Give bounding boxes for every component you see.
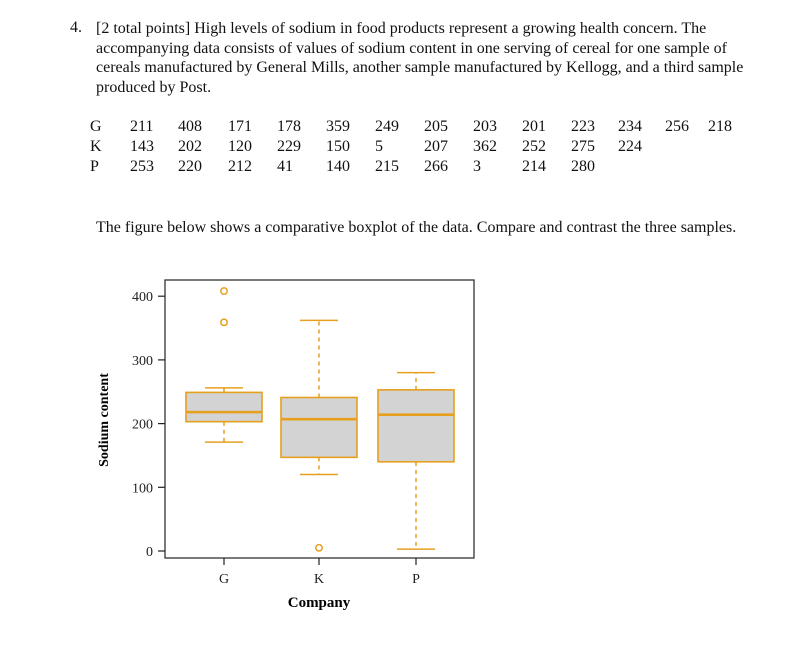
data-cell: 3 <box>473 158 481 175</box>
data-cell: 171 <box>228 118 252 135</box>
data-cell: 280 <box>571 158 595 175</box>
data-cell: 211 <box>130 118 154 135</box>
data-cell: 362 <box>473 138 497 155</box>
outlier-point <box>315 543 323 552</box>
data-cell: 224 <box>618 138 642 155</box>
row-label: K <box>90 138 102 155</box>
data-cell: 202 <box>178 138 202 155</box>
data-cell: 150 <box>326 138 350 155</box>
box-P <box>377 371 455 550</box>
outlier-point <box>220 318 228 327</box>
box-G <box>185 287 263 443</box>
data-cell: 229 <box>277 138 301 155</box>
data-cell: 178 <box>277 118 301 135</box>
data-cell: 205 <box>424 118 448 135</box>
data-cell: 252 <box>522 138 546 155</box>
data-cell: 234 <box>618 118 642 135</box>
x-tick-label: P <box>412 572 420 587</box>
question-number: 4. <box>70 19 82 36</box>
plot-border <box>164 279 475 559</box>
x-tick-label: K <box>314 572 324 587</box>
data-cell: 223 <box>571 118 595 135</box>
data-cell: 143 <box>130 138 154 155</box>
y-tick-label: 100 <box>132 481 153 496</box>
data-cell: 5 <box>375 138 383 155</box>
x-axis-label: Company <box>288 595 351 611</box>
outlier-point <box>220 287 228 296</box>
data-cell: 215 <box>375 158 399 175</box>
row-label: P <box>90 158 99 175</box>
data-cell: 140 <box>326 158 350 175</box>
y-tick-label: 300 <box>132 354 153 369</box>
row-label: G <box>90 118 102 135</box>
data-cell: 266 <box>424 158 448 175</box>
data-cell: 214 <box>522 158 546 175</box>
iqr-box <box>377 389 455 463</box>
data-cell: 120 <box>228 138 252 155</box>
y-tick-label: 0 <box>146 545 153 560</box>
plot-frame <box>164 279 475 559</box>
question-intro: [2 total points] High levels of sodium i… <box>96 20 744 96</box>
data-cell: 212 <box>228 158 252 175</box>
data-cell: 220 <box>178 158 202 175</box>
boxes <box>185 287 455 552</box>
iqr-box <box>280 396 358 459</box>
figure-instruction: The figure below shows a comparative box… <box>96 219 737 236</box>
y-axis: 0 100 200 300 400 <box>132 290 165 560</box>
data-cell: 256 <box>665 118 689 135</box>
data-cell: 203 <box>473 118 497 135</box>
data-cell: 359 <box>326 118 350 135</box>
data-cell: 275 <box>571 138 595 155</box>
data-cell: 218 <box>708 118 732 135</box>
data-cell: 207 <box>424 138 448 155</box>
data-cell: 253 <box>130 158 154 175</box>
data-cell: 201 <box>522 118 546 135</box>
y-tick-label: 200 <box>132 418 153 433</box>
data-cell: 249 <box>375 118 399 135</box>
data-cell: 41 <box>277 158 293 175</box>
x-tick-label: G <box>219 572 229 587</box>
iqr-box <box>185 391 263 423</box>
y-axis-label: Sodium content <box>97 373 112 467</box>
box-K <box>280 319 358 552</box>
data-cell: 408 <box>178 118 202 135</box>
y-tick-label: 400 <box>132 290 153 305</box>
